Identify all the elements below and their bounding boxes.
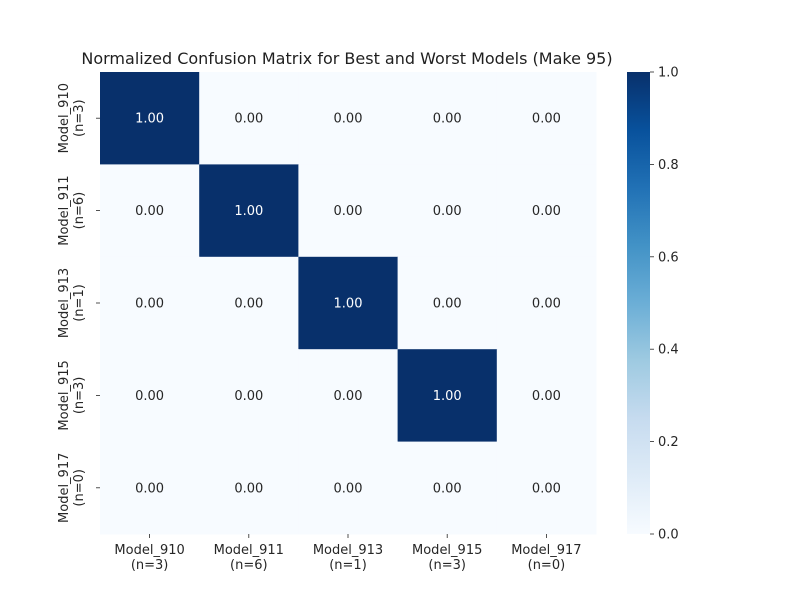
heatmap-cell-r2-c0 (100, 256, 200, 350)
cell-value-r3-c1: 0.00 (234, 389, 263, 404)
heatmap-cell-r3-c4 (496, 349, 597, 443)
heatmap-cell-r1-c0 (100, 164, 200, 258)
heatmap-cell-r4-c2 (298, 441, 399, 535)
x-tick-label-1: Model_911 (n=6) (214, 543, 284, 573)
colorbar: 0.0 0.2 0.4 0.6 0.8 1.0 (627, 66, 679, 543)
heatmap-cell-r3-c2 (298, 349, 399, 443)
colorbar-tick-label-3: 0.6 (658, 250, 679, 265)
cell-value-r4-c2: 0.00 (334, 481, 363, 496)
heatmap-cell-r4-c4 (496, 441, 597, 535)
cell-value-r4-c4: 0.00 (532, 481, 561, 496)
heatmap-cell-r0-c0 (100, 72, 200, 165)
heatmap-cell-r1-c1 (199, 164, 299, 258)
cell-value-r1-c2: 0.00 (334, 204, 363, 219)
cell-value-r0-c2: 0.00 (334, 112, 363, 127)
cell-value-r2-c1: 0.00 (234, 297, 263, 312)
chart-title: Normalized Confusion Matrix for Best and… (81, 49, 612, 68)
y-tick-label-2: Model_913(n=1) (57, 268, 87, 338)
x-tick-label-4: Model_917 (n=0) (511, 543, 581, 573)
heatmap-cell-r1-c3 (397, 164, 498, 258)
colorbar-tick-label-4: 0.8 (658, 158, 679, 173)
x-tick-label-3: Model_915 (n=3) (412, 543, 482, 573)
cell-value-r3-c0: 0.00 (135, 389, 164, 404)
heatmap-cell-r4-c1 (199, 441, 299, 535)
colorbar-gradient (627, 72, 650, 534)
y-tick-label-0: Model_910(n=3) (57, 83, 87, 153)
cell-value-r2-c3: 0.00 (433, 297, 462, 312)
heatmap-cell-r4-c0 (100, 441, 200, 535)
cell-value-r4-c1: 0.00 (234, 481, 263, 496)
heatmap-cell-r4-c3 (397, 441, 498, 535)
heatmap-cell-r0-c1 (199, 72, 299, 165)
cell-value-r3-c3: 1.00 (433, 389, 462, 404)
heatmap-cell-labels: 1.00 0.00 0.00 0.00 0.00 0.00 1.00 0.00 0.00 0.00… (135, 112, 561, 497)
x-tick-label-2: Model_913 (n=1) (313, 543, 383, 573)
colorbar-tick-label-0: 0.0 (658, 528, 679, 543)
heatmap-cell-r3-c0 (100, 349, 200, 443)
colorbar-tick-label-1: 0.2 (658, 435, 679, 450)
heatmap-cell-r0-c4 (496, 72, 597, 165)
cell-value-r1-c0: 0.00 (135, 204, 164, 219)
heatmap-cell-r1-c4 (496, 164, 597, 258)
colorbar-tick-label-5: 1.0 (658, 66, 679, 81)
cell-value-r3-c2: 0.00 (334, 389, 363, 404)
cell-value-r2-c2: 1.00 (334, 297, 363, 312)
colorbar-tick-label-2: 0.4 (658, 343, 679, 358)
cell-value-r1-c1: 1.00 (234, 204, 263, 219)
cell-value-r0-c4: 0.00 (532, 112, 561, 127)
cell-value-r4-c0: 0.00 (135, 481, 164, 496)
heatmap-cell-r3-c1 (199, 349, 299, 443)
cell-value-r0-c3: 0.00 (433, 112, 462, 127)
heatmap-cell-r2-c3 (397, 256, 498, 350)
y-axis: Model_910(n=3) Model_911(n=6) Model_913(n=… (57, 83, 100, 523)
heatmap-cell-r3-c3 (397, 349, 498, 443)
cell-value-r4-c3: 0.00 (433, 481, 462, 496)
cell-value-r1-c3: 0.00 (433, 204, 462, 219)
heatmap-cell-r2-c2 (298, 256, 399, 350)
y-tick-label-1: Model_911(n=6) (57, 175, 87, 245)
cell-value-r1-c4: 0.00 (532, 204, 561, 219)
heatmap-cell-r0-c2 (298, 72, 399, 165)
heatmap-cell-r2-c1 (199, 256, 299, 350)
x-axis: Model_910 (n=3) Model_911 (n=6) Model_913 (n=… (114, 534, 582, 573)
y-tick-label-4: Model_917(n=0) (57, 453, 87, 523)
cell-value-r0-c1: 0.00 (234, 112, 263, 127)
heatmap-cells (100, 72, 597, 535)
cell-value-r2-c4: 0.00 (532, 297, 561, 312)
heatmap-cell-r1-c2 (298, 164, 399, 258)
heatmap-cell-r0-c3 (397, 72, 498, 165)
x-tick-label-0: Model_910 (n=3) (114, 543, 184, 573)
y-tick-label-3: Model_915(n=3) (57, 360, 87, 430)
cell-value-r2-c0: 0.00 (135, 297, 164, 312)
cell-value-r0-c0: 1.00 (135, 112, 164, 127)
cell-value-r3-c4: 0.00 (532, 389, 561, 404)
heatmap-cell-r2-c4 (496, 256, 597, 350)
